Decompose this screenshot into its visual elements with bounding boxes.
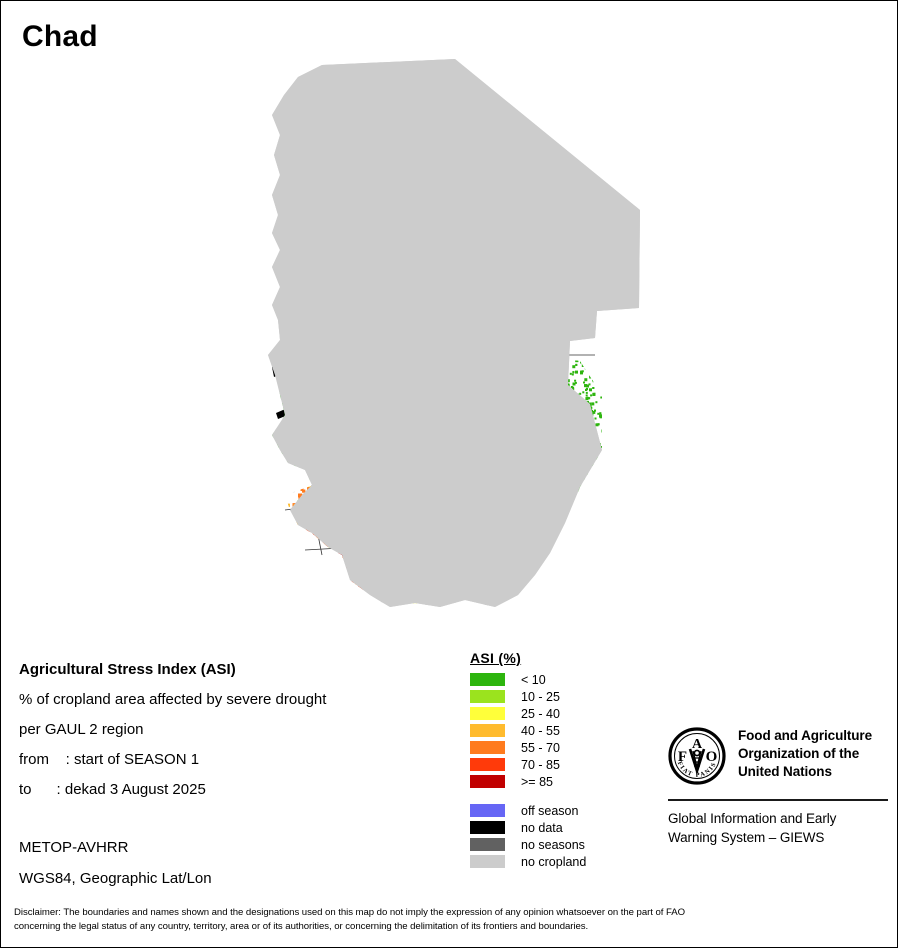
legend-special-label: no data <box>521 820 563 835</box>
legend-class-row: 40 - 55 <box>470 722 586 739</box>
legend-class-label: 55 - 70 <box>521 740 560 755</box>
legend-special-swatch <box>470 838 505 851</box>
legend-special-label: no seasons <box>521 837 585 852</box>
legend-class-swatch <box>470 775 505 788</box>
caption-period-from: from : start of SEASON 1 <box>19 751 200 768</box>
legend-special-label: no cropland <box>521 854 587 869</box>
caption-subtitle: % of cropland area affected by severe dr… <box>19 691 327 708</box>
legend-class-label: 40 - 55 <box>521 723 560 738</box>
legend-class-swatch <box>470 707 505 720</box>
fao-name-line-2: Organization of the <box>738 746 860 761</box>
giews-line-1: Global Information and Early <box>668 811 837 826</box>
map-metadata: METOP-AVHRR WGS84, Geographic Lat/Lon <box>19 832 212 894</box>
fao-letter-a: A <box>692 737 703 752</box>
fao-logo-icon: F A O FIAT PANIS <box>668 727 726 790</box>
fao-letter-f: F <box>678 749 687 765</box>
legend-class-label: >= 85 <box>521 774 553 789</box>
caption-period-to: to : dekad 3 August 2025 <box>19 781 206 798</box>
legend-class-row: 25 - 40 <box>470 705 586 722</box>
legend-special-row: no cropland <box>470 853 586 870</box>
caption-aggregation: per GAUL 2 region <box>19 721 144 738</box>
fao-name: Food and Agriculture Organization of the… <box>738 727 872 781</box>
legend-special-row: no seasons <box>470 836 586 853</box>
legend-special-swatch <box>470 855 505 868</box>
legend-class-row: 55 - 70 <box>470 739 586 756</box>
disclaimer-line-1: Disclaimer: The boundaries and names sho… <box>14 907 686 918</box>
giews-name: Global Information and Early Warning Sys… <box>668 809 890 847</box>
map-legend: ASI (%) < 10 10 - 25 25 - 40 40 - 55 55 - 70… <box>470 650 586 870</box>
legend-special-label: off season <box>521 803 579 818</box>
legend-spacer <box>470 790 586 802</box>
giews-line-2: Warning System – GIEWS <box>668 830 825 845</box>
fao-branding: F A O FIAT PANIS Food and Agriculture Or… <box>668 727 890 847</box>
disclaimer: Disclaimer: The boundaries and names sho… <box>14 906 884 934</box>
legend-class-swatch <box>470 673 505 686</box>
fao-name-line-1: Food and Agriculture <box>738 728 872 743</box>
projection-label: WGS84, Geographic Lat/Lon <box>19 870 212 887</box>
map-country-outline <box>266 57 642 609</box>
legend-title: ASI (%) <box>470 650 522 666</box>
legend-class-label: < 10 <box>521 672 546 687</box>
legend-class-row: >= 85 <box>470 773 586 790</box>
legend-special-swatch <box>470 821 505 834</box>
disclaimer-line-2: concerning the legal status of any count… <box>14 921 589 932</box>
legend-special-swatch <box>470 804 505 817</box>
legend-class-label: 25 - 40 <box>521 706 560 721</box>
legend-class-label: 70 - 85 <box>521 757 560 772</box>
fao-divider <box>668 799 888 801</box>
legend-class-row: 70 - 85 <box>470 756 586 773</box>
legend-class-swatch <box>470 758 505 771</box>
caption-heading: Agricultural Stress Index (ASI) <box>19 661 236 678</box>
legend-class-row: 10 - 25 <box>470 688 586 705</box>
legend-class-swatch <box>470 724 505 737</box>
legend-special-list: off season no data no seasons no cropland <box>470 802 586 870</box>
page-title: Chad <box>22 20 98 53</box>
legend-class-swatch <box>470 690 505 703</box>
legend-class-label: 10 - 25 <box>521 689 560 704</box>
fao-letter-o: O <box>706 749 718 765</box>
sensor-label: METOP-AVHRR <box>19 839 129 856</box>
legend-special-row: off season <box>470 802 586 819</box>
legend-special-row: no data <box>470 819 586 836</box>
legend-class-row: < 10 <box>470 671 586 688</box>
map-canvas[interactable] <box>250 55 670 625</box>
fao-name-line-3: United Nations <box>738 764 832 779</box>
legend-class-list: < 10 10 - 25 25 - 40 40 - 55 55 - 70 70 - 85 >… <box>470 671 586 790</box>
legend-class-swatch <box>470 741 505 754</box>
map-caption: Agricultural Stress Index (ASI) % of cro… <box>19 655 449 805</box>
